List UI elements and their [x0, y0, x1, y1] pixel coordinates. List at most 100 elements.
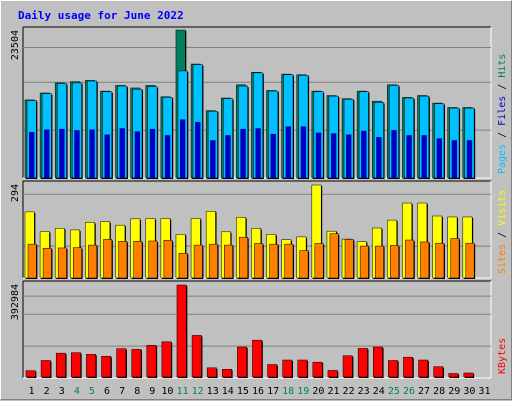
sites-bar — [374, 245, 384, 279]
kbytes-bar — [176, 284, 187, 378]
visits-legend-separator: / — [497, 226, 508, 244]
sites-bar — [103, 239, 113, 279]
x-axis-day-label: 18 — [282, 386, 294, 397]
x-axis-day-label: 8 — [134, 386, 140, 397]
kbytes-bar — [101, 355, 112, 378]
pages-bar — [315, 132, 322, 178]
pages-bar — [300, 126, 307, 178]
kbytes-ymax-label: 392984 — [10, 284, 21, 320]
pages-bar — [451, 140, 458, 178]
x-axis-day-label: 15 — [237, 386, 249, 397]
sites-bar — [435, 242, 445, 279]
kbytes-bar — [418, 359, 429, 378]
x-axis-day-label: 6 — [104, 386, 110, 397]
sites-bar — [465, 242, 475, 279]
x-axis-day-label: 17 — [267, 386, 279, 397]
kbytes-bar — [222, 368, 232, 378]
x-axis-day-label: 31 — [478, 386, 490, 397]
sites-bar — [42, 248, 52, 279]
kbytes-bar — [403, 356, 414, 378]
pages-bar — [466, 140, 473, 178]
kbytes-bar — [448, 373, 459, 378]
hits-legend-files: Files — [497, 96, 508, 126]
pages-bar — [195, 121, 201, 178]
kbytes-bar — [252, 339, 263, 378]
kbytes-bar — [342, 355, 353, 378]
kbytes-bar — [161, 341, 172, 378]
sites-bar — [148, 240, 158, 279]
x-axis-day-label: 13 — [207, 386, 219, 397]
pages-bar — [391, 130, 397, 178]
x-axis-day-label: 19 — [297, 386, 309, 397]
sites-bar — [314, 243, 324, 279]
pages-bar — [119, 128, 125, 178]
pages-bar — [270, 133, 276, 178]
pages-bar — [179, 119, 186, 178]
kbytes-bar — [71, 352, 81, 378]
sites-bar — [133, 241, 143, 279]
visits-ymax-label: 294 — [10, 184, 21, 202]
x-axis-day-label: 16 — [252, 386, 264, 397]
pages-bar — [361, 130, 367, 178]
x-axis-day-label: 12 — [192, 386, 204, 397]
kbytes-bar — [312, 361, 323, 378]
sites-bar — [390, 245, 399, 279]
x-axis-day-label: 23 — [358, 386, 370, 397]
visits-legend-sites: Sites — [497, 244, 508, 274]
kbytes-bar — [146, 345, 157, 378]
sites-bar — [88, 244, 97, 279]
pages-bar — [74, 130, 80, 178]
x-axis-day-label: 9 — [149, 386, 155, 397]
sites-bar — [344, 239, 354, 279]
sites-bar — [329, 233, 339, 279]
pages-bar — [59, 128, 65, 178]
kbytes-bar — [55, 352, 66, 378]
kbytes-bar — [131, 349, 142, 378]
sites-bar — [239, 236, 248, 279]
kbytes-bar — [388, 360, 398, 378]
hits-legend-separator: / — [497, 78, 508, 96]
kbytes-bar — [86, 354, 96, 378]
x-axis-day-label: 14 — [222, 386, 234, 397]
pages-bar — [255, 128, 261, 178]
sites-bar — [118, 241, 128, 279]
pages-bar — [285, 126, 292, 178]
sites-bar — [284, 243, 294, 279]
sites-bar — [57, 247, 67, 279]
hits-legend: Pages / Files / Hits — [497, 54, 508, 174]
pages-bar — [149, 128, 156, 178]
chart-title: Daily usage for June 2022 — [18, 9, 184, 22]
sites-bar — [208, 243, 218, 279]
kbytes-bar — [40, 360, 51, 378]
pages-bar — [29, 132, 35, 178]
x-axis-day-label: 26 — [403, 386, 415, 397]
sites-bar — [193, 244, 203, 279]
kbytes-bar — [116, 348, 127, 378]
x-axis-day-label: 4 — [74, 386, 80, 397]
pages-bar — [134, 131, 141, 178]
x-axis-day-label: 2 — [44, 386, 50, 397]
hits-legend-separator: / — [497, 126, 508, 144]
x-axis-day-label: 27 — [418, 386, 430, 397]
pages-bar — [330, 133, 337, 178]
kbytes-bar — [237, 346, 247, 378]
pages-bar — [89, 129, 95, 178]
sites-bar — [224, 244, 233, 279]
kbytes-bar — [372, 346, 383, 378]
sites-bar — [359, 245, 369, 279]
kbytes-bar — [267, 364, 278, 378]
pages-bar — [104, 134, 110, 178]
pages-bar — [240, 128, 246, 178]
x-axis-day-label: 29 — [448, 386, 460, 397]
x-axis-day-label: 7 — [119, 386, 125, 397]
kbytes-bar — [433, 366, 444, 378]
x-axis-day-label: 11 — [176, 386, 188, 397]
sites-bar — [299, 250, 309, 279]
x-axis-day-label: 22 — [343, 386, 355, 397]
sites-bar — [420, 241, 430, 279]
sites-bar — [73, 247, 82, 279]
x-axis-day-label: 30 — [463, 386, 475, 397]
sites-bar — [178, 253, 188, 279]
